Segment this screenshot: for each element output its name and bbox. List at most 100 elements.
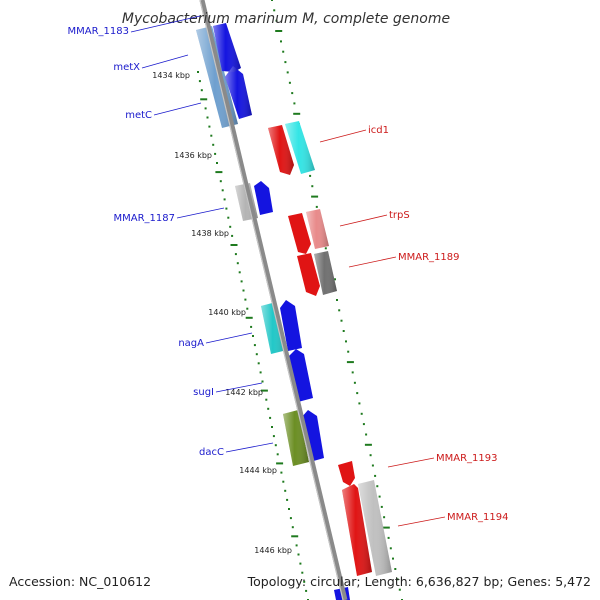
- arrow-shade: [225, 66, 252, 119]
- tick-label: 1440 kbp: [208, 308, 246, 317]
- minor-tick: [293, 102, 296, 105]
- minor-tick: [358, 402, 361, 405]
- minor-tick: [280, 40, 282, 43]
- gene-label-mmar1193: MMAR_1193: [436, 453, 498, 464]
- minor-tick: [271, 0, 273, 1]
- tick-label: 1442 kbp: [225, 388, 263, 397]
- right-tick-row: [271, 0, 403, 600]
- tick-label: 1434 kbp: [152, 71, 190, 80]
- gene-arrow-dacc: [301, 410, 324, 462]
- gene-label-mmar1183: MMAR_1183: [68, 26, 130, 37]
- gene-arrow-mmar1187: [254, 181, 273, 215]
- minor-tick: [387, 536, 390, 539]
- topology-text: Topology: circular; Length: 6,636,827 bp…: [247, 574, 591, 589]
- minor-tick: [392, 557, 394, 560]
- minor-tick: [221, 189, 224, 192]
- gene-arrow-sugi: [289, 349, 313, 402]
- minor-tick: [234, 253, 237, 256]
- minor-tick: [315, 205, 318, 208]
- minor-tick: [297, 553, 300, 556]
- minor-tick: [197, 71, 199, 73]
- gene-arrow-trps-left: [288, 213, 311, 254]
- major-tick: [275, 30, 283, 32]
- major-tick: [346, 361, 354, 364]
- minor-tick: [299, 562, 302, 565]
- minor-tick: [227, 216, 230, 219]
- major-tick: [230, 244, 238, 246]
- minor-tick: [267, 407, 270, 410]
- minor-tick: [309, 174, 312, 177]
- minor-tick: [282, 480, 285, 483]
- minor-tick: [295, 544, 298, 547]
- minor-tick: [371, 464, 374, 467]
- minor-tick: [286, 71, 289, 74]
- gene-label-mmar1189: MMAR_1189: [398, 252, 460, 263]
- gene-label-mmar1187: MMAR_1187: [114, 213, 176, 224]
- minor-tick: [360, 412, 363, 415]
- minor-tick: [274, 444, 277, 447]
- major-tick: [276, 462, 284, 465]
- minor-tick: [324, 247, 327, 250]
- minor-tick: [380, 505, 383, 508]
- minor-tick: [250, 325, 253, 328]
- feature-box: [283, 410, 309, 466]
- gene-label-trps: trpS: [389, 210, 410, 221]
- minor-tick: [214, 152, 217, 155]
- minor-tick: [389, 547, 392, 550]
- minor-tick: [305, 589, 308, 592]
- minor-tick: [374, 474, 377, 477]
- minor-tick: [365, 433, 368, 436]
- gene-arrow-naga: [280, 300, 302, 351]
- minor-tick: [398, 588, 401, 591]
- minor-tick: [383, 516, 386, 519]
- minor-tick: [362, 423, 365, 426]
- minor-tick: [246, 307, 249, 310]
- minor-tick: [244, 298, 247, 301]
- minor-tick: [212, 143, 215, 146]
- minor-tick: [261, 380, 264, 383]
- minor-tick: [255, 353, 258, 356]
- tick-label: 1438 kbp: [191, 229, 229, 238]
- minor-tick: [280, 471, 283, 474]
- minor-tick: [276, 453, 279, 456]
- minor-tick: [291, 526, 294, 529]
- gene-label-dacc: dacC: [199, 447, 224, 458]
- gene-labels: MMAR_1183 metX metC icd1 MMAR_1187 trpS …: [68, 26, 509, 523]
- arrow-shade: [342, 484, 372, 576]
- gene-arrow-mmar1193: [338, 461, 355, 486]
- tick-labels: 1434 kbp 1436 kbp 1438 kbp 1440 kbp 1442…: [152, 71, 292, 555]
- minor-tick: [259, 371, 262, 374]
- minor-tick: [347, 350, 350, 353]
- gene-label-mmar1194: MMAR_1194: [447, 512, 509, 523]
- minor-tick: [223, 198, 226, 201]
- minor-tick: [198, 80, 201, 83]
- gene-features: [196, 23, 392, 600]
- map-title: Mycobacterium marinum M, complete genome: [122, 11, 450, 27]
- minor-tick: [206, 116, 209, 119]
- major-tick: [245, 316, 253, 319]
- minor-tick: [253, 344, 256, 347]
- label-connectors: [130, 15, 446, 527]
- major-tick: [291, 535, 299, 538]
- major-tick: [293, 112, 301, 115]
- tick-label: 1436 kbp: [174, 151, 212, 160]
- minor-tick: [284, 489, 287, 492]
- minor-tick: [219, 180, 222, 183]
- minor-tick: [356, 392, 359, 395]
- minor-tick: [242, 289, 245, 292]
- minor-tick: [342, 330, 345, 332]
- minor-tick: [378, 495, 381, 498]
- major-tick: [200, 98, 208, 101]
- minor-tick: [311, 185, 314, 188]
- feature-box: [261, 302, 287, 354]
- arrow-shade: [213, 23, 241, 72]
- left-tick-row: [197, 71, 309, 600]
- minor-tick: [288, 508, 290, 510]
- feature-box: [285, 121, 315, 174]
- gene-label-metc: metC: [125, 110, 152, 121]
- minor-tick: [340, 319, 343, 322]
- gene-label-sugi: sugI: [193, 387, 214, 398]
- minor-tick: [396, 578, 399, 581]
- minor-tick: [200, 89, 203, 92]
- minor-tick: [301, 571, 304, 574]
